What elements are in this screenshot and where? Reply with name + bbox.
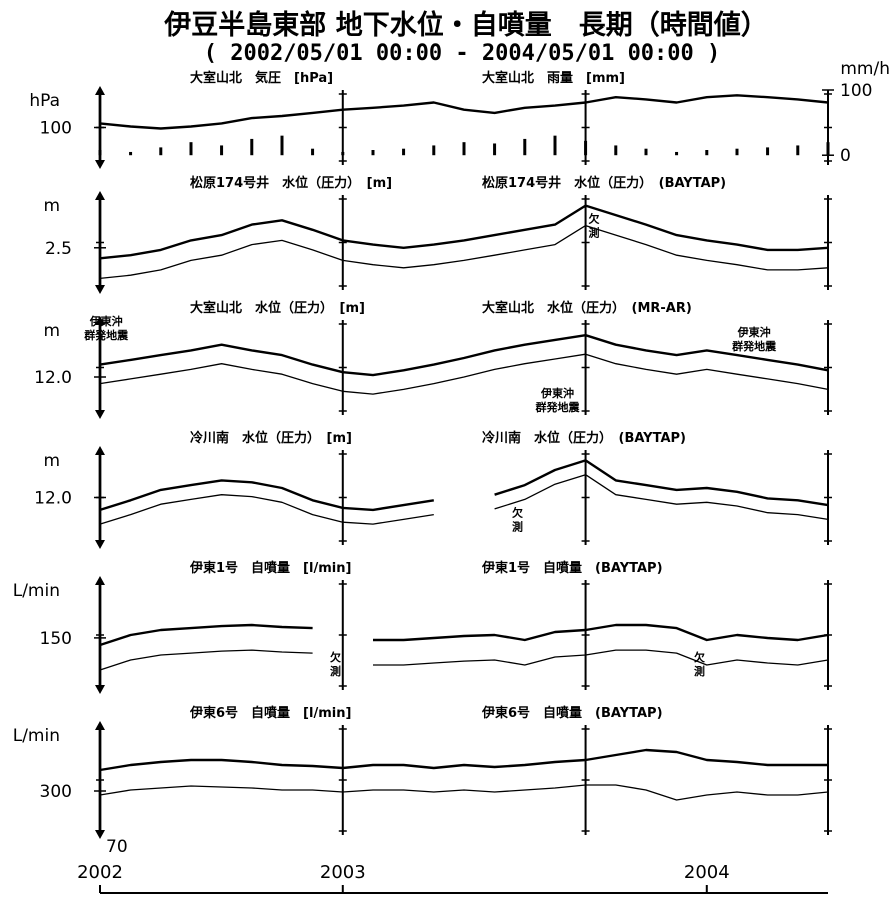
panel-header: 大室山北 雨量 [mm] [482, 70, 625, 86]
rain-bar [735, 148, 739, 156]
rain-bar [705, 150, 709, 156]
annotation: 測 [588, 225, 599, 239]
rain-bar [189, 142, 193, 156]
y-unit-label: L/min [13, 726, 60, 746]
rain-bar [796, 145, 800, 156]
series-line [99, 224, 829, 280]
annotation: 群発地震 [535, 400, 581, 414]
y-tick-label: 100 [40, 119, 72, 139]
panel-header: 大室山北 水位（圧力） [m] [190, 300, 365, 316]
rain-bar [493, 143, 497, 156]
annotation: 欠 [330, 650, 342, 664]
y-unit-label: m [43, 196, 60, 216]
y2-unit-label: mm/h [840, 59, 890, 79]
y-unit-label: L/min [13, 581, 60, 601]
series-line [99, 649, 829, 671]
rain-bar [523, 138, 527, 156]
panel-header: 伊東1号 自噴量 [l/min] [189, 560, 351, 576]
panel-header: 大室山北 水位（圧力） (MR-AR) [482, 300, 692, 316]
annotation: 欠 [694, 650, 706, 664]
annotation: 測 [330, 664, 341, 678]
panel-header: 松原174号井 水位（圧力） (BAYTAP) [482, 175, 726, 191]
annotation: 伊東沖 [540, 386, 574, 400]
series-line [99, 784, 829, 801]
panel-header: 伊東6号 自噴量 (BAYTAP) [481, 705, 663, 721]
y-tick-label: 150 [40, 629, 72, 649]
series-line [99, 204, 829, 260]
y2-tick-label: 100 [840, 81, 872, 101]
rain-bar [766, 147, 770, 156]
rain-bar [371, 150, 375, 156]
panel-header: 大室山北 気圧 [hPa] [190, 70, 333, 86]
annotation: 欠 [512, 506, 524, 520]
y-tick-label: 2.5 [45, 239, 72, 259]
y-unit-label: m [43, 321, 60, 341]
rain-bar [311, 148, 315, 156]
series-line [99, 623, 829, 647]
y2-tick-label: 0 [840, 146, 851, 166]
series-line [99, 459, 829, 512]
rain-bar [644, 148, 648, 156]
rain-bar [250, 138, 254, 156]
chart-title: 伊豆半島東部 地下水位・自噴量 長期（時間値） [163, 9, 767, 41]
annotation: 測 [694, 664, 705, 678]
annotation: 測 [512, 520, 523, 534]
rain-bar [98, 150, 102, 156]
annotation: 伊東沖 [737, 325, 771, 339]
y-tick-label: 300 [40, 782, 72, 802]
rain-bar [402, 148, 406, 156]
rain-bar [159, 147, 163, 156]
rain-bar [553, 135, 557, 156]
series-line [99, 353, 829, 395]
series-line [99, 334, 829, 377]
x-tick-label: 2003 [320, 862, 366, 883]
rain-bar [614, 145, 618, 156]
series-line [99, 474, 829, 525]
panel-header: 冷川南 水位（圧力） (BAYTAP) [482, 430, 686, 446]
rain-bar [584, 140, 588, 156]
rain-bar [220, 145, 224, 156]
x-tick-label: 2004 [684, 862, 730, 883]
rain-bar [280, 135, 284, 156]
rain-bar [129, 151, 133, 156]
bottom-label: 70 [106, 837, 128, 857]
rain-bar [826, 142, 830, 156]
panel-header: 冷川南 水位（圧力） [m] [190, 430, 352, 446]
y-tick-label: 12.0 [34, 368, 72, 388]
annotation: 群発地震 [731, 339, 777, 353]
panel-header: 松原174号井 水位（圧力） [m] [190, 175, 392, 191]
panel-header: 伊東6号 自噴量 [l/min] [189, 705, 351, 721]
rain-bar [341, 151, 345, 156]
y-unit-label: hPa [29, 91, 60, 111]
annotation: 欠 [588, 211, 600, 225]
series-line [99, 748, 828, 772]
x-tick-label: 2002 [77, 862, 123, 883]
annotation: 伊東沖 [89, 314, 123, 328]
annotation: 群発地震 [83, 328, 129, 342]
y-tick-label: 12.0 [34, 489, 72, 509]
rain-bar [432, 145, 436, 156]
chart-subtitle: ( 2002/05/01 00:00 - 2004/05/01 00:00 ) [204, 41, 721, 66]
y-unit-label: m [43, 451, 60, 471]
rain-bar [675, 151, 679, 156]
panel-header: 伊東1号 自噴量 (BAYTAP) [481, 560, 663, 576]
rain-bar [462, 142, 466, 156]
series-line [99, 94, 829, 130]
